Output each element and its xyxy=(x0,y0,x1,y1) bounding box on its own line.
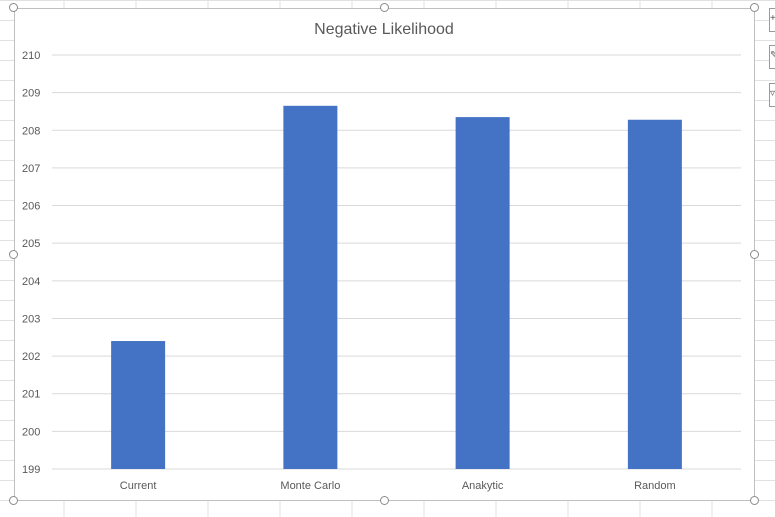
bar-chart[interactable]: 199 200 201 202 203 204 205 206 207 208 209 210 Cur… xyxy=(14,8,755,501)
y-tick-label: 199 xyxy=(22,464,40,476)
resize-handle-middle-left[interactable] xyxy=(9,250,18,259)
x-tick-label: Random xyxy=(634,480,676,492)
chart-elements-icon[interactable]: + xyxy=(769,8,775,32)
bar[interactable] xyxy=(283,105,338,470)
resize-handle-top-left[interactable] xyxy=(9,3,18,12)
y-tick-label: 201 xyxy=(22,389,40,401)
bar[interactable] xyxy=(627,119,682,469)
bar[interactable] xyxy=(455,117,510,469)
chart-filters-icon[interactable]: ▿ xyxy=(769,83,775,107)
resize-handle-top-center[interactable] xyxy=(380,3,389,12)
y-tick-label: 208 xyxy=(22,125,40,137)
y-tick-label: 205 xyxy=(22,238,40,250)
chart-styles-icon[interactable]: ✎ xyxy=(769,45,775,69)
gridlines xyxy=(52,54,741,470)
x-tick-label: Monte Carlo xyxy=(280,480,340,492)
y-tick-label: 209 xyxy=(22,88,40,100)
x-axis-tick-labels: Current Monte Carlo Anakytic Random xyxy=(120,480,676,492)
y-tick-label: 203 xyxy=(22,313,40,325)
resize-handle-bottom-left[interactable] xyxy=(9,496,18,505)
bar-series[interactable] xyxy=(111,105,682,470)
resize-handle-bottom-right[interactable] xyxy=(750,496,759,505)
y-tick-label: 204 xyxy=(22,276,40,288)
y-tick-label: 202 xyxy=(22,351,40,363)
chart-title: Negative Likelihood xyxy=(314,21,454,38)
y-axis-tick-labels: 199 200 201 202 203 204 205 206 207 208 209 210 xyxy=(22,50,40,476)
x-tick-label: Current xyxy=(120,480,157,492)
bar[interactable] xyxy=(111,341,166,469)
resize-handle-bottom-center[interactable] xyxy=(380,496,389,505)
y-tick-label: 200 xyxy=(22,426,40,438)
resize-handle-top-right[interactable] xyxy=(750,3,759,12)
resize-handle-middle-right[interactable] xyxy=(750,250,759,259)
x-tick-label: Anakytic xyxy=(462,480,504,492)
y-tick-label: 210 xyxy=(22,50,40,62)
y-tick-label: 206 xyxy=(22,201,40,213)
y-tick-label: 207 xyxy=(22,163,40,175)
